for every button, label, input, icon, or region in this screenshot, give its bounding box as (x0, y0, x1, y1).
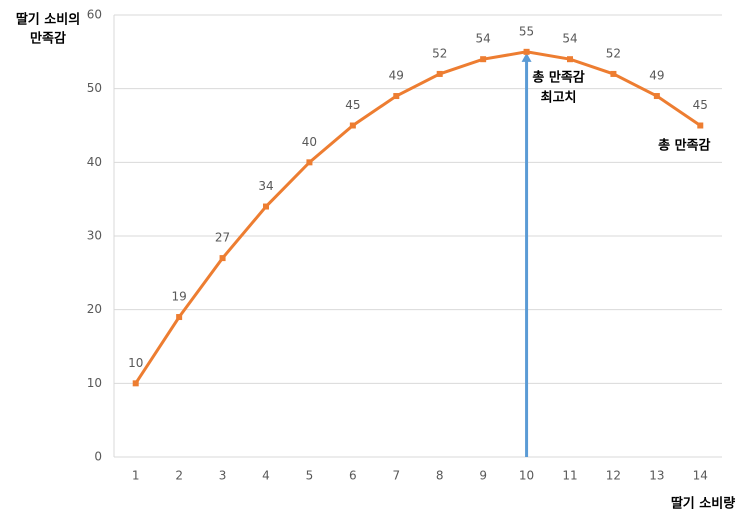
data-label: 10 (128, 356, 143, 370)
data-label: 54 (476, 32, 491, 46)
data-label: 54 (562, 32, 577, 46)
x-tick-label: 11 (562, 469, 577, 483)
marker (653, 93, 660, 100)
data-label: 40 (302, 135, 317, 149)
annotation: 총 만족감 (532, 70, 584, 86)
x-tick-label: 7 (392, 469, 400, 483)
data-label: 45 (693, 98, 708, 112)
y-tick-label: 40 (87, 155, 102, 169)
marker (567, 56, 573, 63)
data-label: 19 (172, 290, 187, 304)
x-tick-label: 14 (693, 469, 708, 483)
arrow-head (521, 52, 532, 62)
x-tick-label: 6 (349, 469, 357, 483)
marker (523, 48, 530, 55)
marker (480, 56, 487, 63)
x-tick-label: 3 (219, 469, 227, 483)
marker (697, 122, 704, 129)
x-tick-label: 5 (306, 469, 314, 483)
series-line (134, 50, 702, 385)
marker (306, 159, 313, 166)
data-label: 52 (606, 46, 621, 60)
marker (219, 255, 226, 262)
marker (263, 203, 269, 210)
marker (349, 122, 356, 129)
data-label: 34 (258, 179, 273, 193)
data-label: 27 (215, 231, 230, 245)
y-tick-label: 10 (87, 376, 102, 390)
legend-label: 총 만족감 (658, 138, 710, 154)
annotation: 최고치 (541, 90, 577, 106)
x-tick-label: 10 (519, 469, 534, 483)
marker (132, 380, 139, 387)
y-tick-label: 50 (87, 81, 102, 95)
marker (610, 70, 617, 77)
data-label: 55 (519, 24, 534, 38)
y-tick-label: 20 (87, 302, 102, 316)
marker (393, 93, 400, 100)
y-tick-label: 60 (87, 8, 102, 22)
x-tick-label: 13 (649, 469, 664, 483)
y-axis-label: 딸기 소비의 (16, 12, 80, 28)
data-label: 45 (345, 98, 360, 112)
x-tick-label: 12 (606, 469, 621, 483)
y-tick-label: 0 (94, 450, 102, 464)
x-tick-label: 1 (132, 469, 140, 483)
data-label: 49 (389, 69, 404, 83)
marker (176, 314, 183, 321)
x-tick-label: 2 (175, 469, 183, 483)
data-label: 49 (649, 69, 664, 83)
x-tick-label: 9 (479, 469, 487, 483)
y-tick-label: 30 (87, 229, 102, 243)
x-tick-label: 4 (262, 469, 270, 483)
marker (436, 70, 443, 77)
y-axis-label: 만족감 (30, 31, 66, 47)
x-axis-label: 딸기 소비량 (671, 497, 735, 512)
x-tick-label: 8 (436, 469, 444, 483)
data-label: 52 (432, 46, 447, 60)
